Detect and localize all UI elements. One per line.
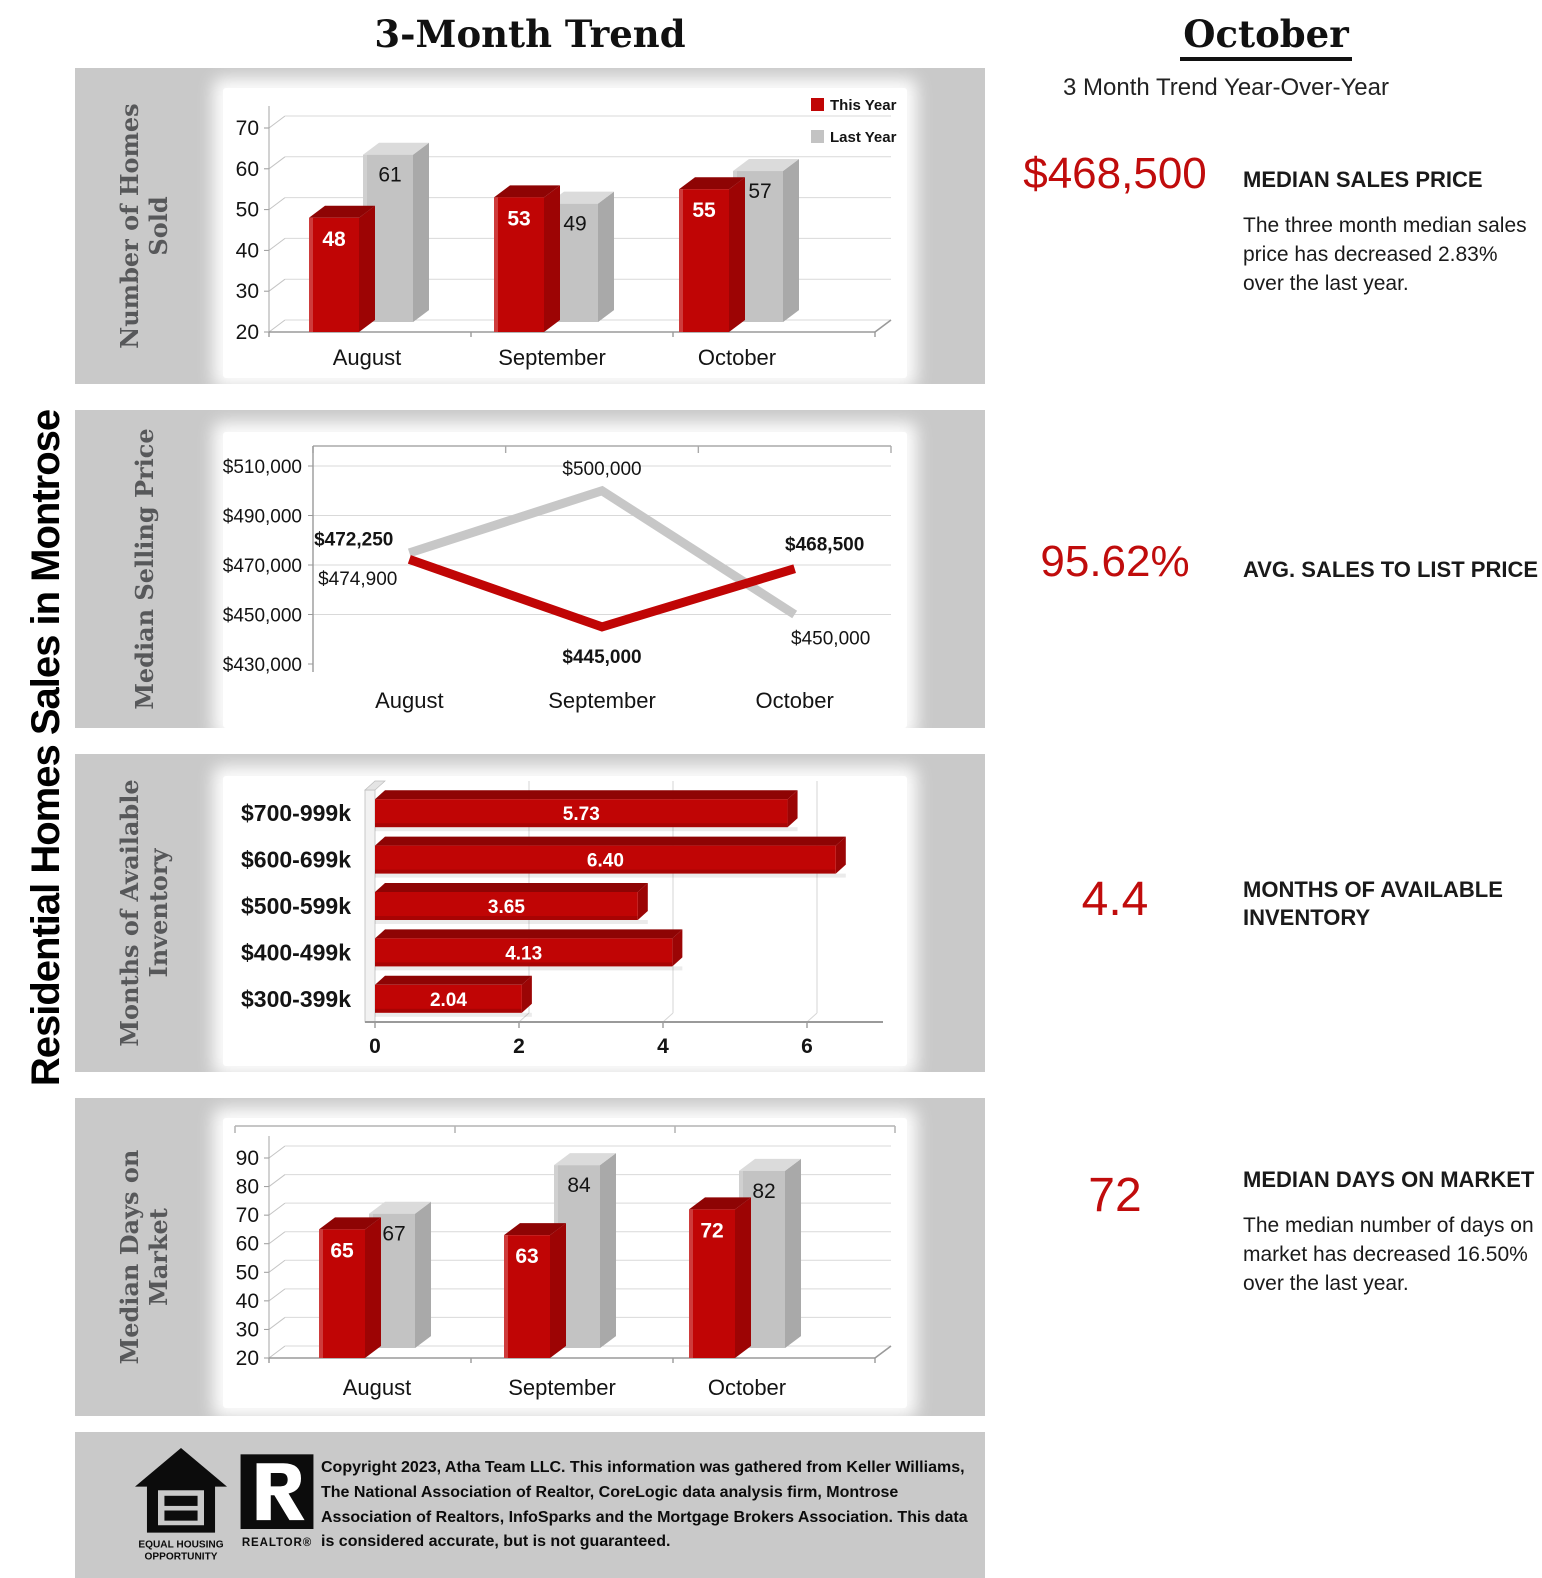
panel-homes-sold: Number of Homes Sold 20 30 40 50 60 70 61 48 Aug… bbox=[75, 68, 985, 384]
svg-text:53: 53 bbox=[507, 207, 530, 230]
svg-text:September: September bbox=[548, 688, 656, 713]
month-title: October bbox=[990, 12, 1542, 61]
svg-text:$500-599k: $500-599k bbox=[241, 893, 351, 919]
main-title: 3-Month Trend bbox=[374, 12, 686, 56]
svg-text:4.13: 4.13 bbox=[505, 943, 542, 964]
svg-text:20: 20 bbox=[236, 1347, 259, 1370]
svg-text:October: October bbox=[756, 688, 834, 713]
svg-text:48: 48 bbox=[322, 228, 346, 251]
svg-text:$450,000: $450,000 bbox=[223, 606, 302, 627]
svg-text:50: 50 bbox=[236, 1261, 259, 1284]
svg-text:20: 20 bbox=[236, 321, 259, 344]
svg-text:$430,000: $430,000 bbox=[223, 655, 302, 676]
svg-text:$445,000: $445,000 bbox=[562, 647, 641, 668]
svg-text:$468,500: $468,500 bbox=[785, 535, 864, 556]
svg-text:55: 55 bbox=[692, 199, 716, 222]
svg-text:September: September bbox=[498, 345, 606, 370]
svg-text:6: 6 bbox=[801, 1035, 813, 1058]
month-title-text: October bbox=[1180, 12, 1352, 61]
svg-text:40: 40 bbox=[236, 239, 259, 262]
svg-text:65: 65 bbox=[330, 1239, 354, 1262]
median-price-chart: $430,000 $450,000 $470,000 $490,000 $510,000… bbox=[223, 445, 892, 713]
svg-text:60: 60 bbox=[236, 1233, 259, 1256]
svg-text:4: 4 bbox=[657, 1035, 669, 1058]
svg-text:OPPORTUNITY: OPPORTUNITY bbox=[144, 1551, 217, 1562]
svg-text:49: 49 bbox=[563, 213, 586, 236]
svg-text:$400-499k: $400-499k bbox=[241, 939, 351, 965]
stat-days-on-market-value: 72 bbox=[1088, 1169, 1142, 1222]
inventory-chart: 0 2 4 6 5.73 $700-999k 6.40 $600-699k 3.65 $500-5… bbox=[241, 780, 883, 1058]
svg-text:84: 84 bbox=[567, 1174, 591, 1197]
svg-text:$490,000: $490,000 bbox=[223, 507, 302, 528]
svg-text:$600-699k: $600-699k bbox=[241, 847, 351, 873]
svg-text:80: 80 bbox=[236, 1176, 259, 1199]
svg-text:82: 82 bbox=[752, 1180, 775, 1203]
svg-text:5.73: 5.73 bbox=[563, 804, 600, 825]
chartbox-median-price: $430,000 $450,000 $470,000 $490,000 $510,000… bbox=[223, 432, 907, 728]
svg-text:70: 70 bbox=[236, 117, 259, 140]
svg-text:50: 50 bbox=[236, 199, 259, 222]
days-market-chart: 20 30 40 50 60 70 80 90 67 65 August 84 63 September 8… bbox=[234, 1125, 896, 1400]
svg-text:This Year: This Year bbox=[830, 97, 897, 114]
svg-text:70: 70 bbox=[236, 1204, 259, 1227]
stat-median-sales-price-value: $468,500 bbox=[1023, 149, 1207, 198]
svg-text:63: 63 bbox=[515, 1245, 538, 1268]
svg-text:$300-399k: $300-399k bbox=[241, 986, 351, 1012]
stat-median-sales-price-label: MEDIAN SALES PRICE bbox=[1243, 167, 1483, 192]
svg-text:90: 90 bbox=[236, 1147, 259, 1170]
stat-days-on-market-label: MEDIAN DAYS ON MARKET bbox=[1243, 1167, 1535, 1192]
svg-text:67: 67 bbox=[382, 1223, 405, 1246]
svg-text:40: 40 bbox=[236, 1290, 259, 1313]
svg-text:2: 2 bbox=[513, 1035, 525, 1058]
svg-text:Last Year: Last Year bbox=[830, 129, 897, 146]
panel-inventory: Months of Available Inventory 0 2 4 6 5.73 $7… bbox=[75, 754, 985, 1072]
equal-housing-opportunity-icon: EQUAL HOUSING OPPORTUNITY bbox=[135, 1447, 227, 1562]
svg-text:REALTOR®: REALTOR® bbox=[242, 1537, 312, 1549]
stat-months-inventory-label: MONTHS OF AVAILABLE INVENTORY bbox=[1243, 877, 1503, 930]
chartbox-inventory: 0 2 4 6 5.73 $700-999k 6.40 $600-699k 3.65 $500-5… bbox=[223, 776, 907, 1066]
svg-text:August: August bbox=[375, 688, 444, 713]
svg-text:August: August bbox=[343, 1375, 412, 1400]
svg-text:2.04: 2.04 bbox=[430, 990, 467, 1011]
svg-text:60: 60 bbox=[236, 158, 259, 181]
svg-text:$500,000: $500,000 bbox=[562, 459, 641, 480]
stat-months-inventory-value: 4.4 bbox=[1081, 873, 1149, 926]
svg-text:3.65: 3.65 bbox=[488, 897, 525, 918]
svg-text:$472,250: $472,250 bbox=[314, 529, 393, 550]
svg-text:$510,000: $510,000 bbox=[223, 457, 302, 478]
right-subtitle: 3 Month Trend Year-Over-Year bbox=[1063, 74, 1389, 101]
chartbox-homes-sold: 20 30 40 50 60 70 61 48 August 49 53 September 57 55 O… bbox=[223, 88, 907, 378]
svg-text:September: September bbox=[508, 1375, 616, 1400]
svg-text:30: 30 bbox=[236, 1318, 259, 1341]
svg-text:57: 57 bbox=[748, 180, 771, 203]
svg-text:$470,000: $470,000 bbox=[223, 556, 302, 577]
panel-days-market: Median Days on Market 20 30 40 50 60 70 80 90 67… bbox=[75, 1098, 985, 1416]
footer-copyright: Copyright 2023, Atha Team LLC. This info… bbox=[321, 1459, 968, 1551]
svg-text:$700-999k: $700-999k bbox=[241, 800, 351, 826]
svg-text:30: 30 bbox=[236, 280, 259, 303]
svg-text:72: 72 bbox=[700, 1219, 723, 1242]
svg-text:October: October bbox=[708, 1375, 786, 1400]
svg-text:0: 0 bbox=[369, 1035, 381, 1058]
svg-text:6.40: 6.40 bbox=[587, 851, 624, 872]
svg-text:EQUAL HOUSING: EQUAL HOUSING bbox=[138, 1539, 223, 1550]
svg-text:$474,900: $474,900 bbox=[318, 569, 397, 590]
svg-text:$450,000: $450,000 bbox=[791, 629, 870, 650]
svg-text:61: 61 bbox=[378, 164, 401, 187]
chartbox-days-market: 20 30 40 50 60 70 80 90 67 65 August 84 63 September 8… bbox=[223, 1118, 907, 1408]
panel-median-price: Median Selling Price $430,000 $450,000 $47… bbox=[75, 410, 985, 728]
stat-days-on-market-desc: The median number of days on market has … bbox=[1243, 1214, 1534, 1295]
stat-sales-to-list-label: AVG. SALES TO LIST PRICE bbox=[1243, 557, 1539, 582]
homes-sold-chart: 20 30 40 50 60 70 61 48 August 49 53 September 57 55 O… bbox=[236, 97, 897, 370]
realtor-icon: REALTOR® bbox=[240, 1454, 314, 1549]
stat-sales-to-list-value: 95.62% bbox=[1040, 537, 1190, 586]
svg-text:October: October bbox=[698, 345, 776, 370]
footer: EQUAL HOUSING OPPORTUNITY REALTOR® Copyr… bbox=[75, 1432, 985, 1578]
svg-text:August: August bbox=[333, 345, 402, 370]
stat-median-sales-price-desc: The three month median sales price has d… bbox=[1243, 214, 1527, 295]
